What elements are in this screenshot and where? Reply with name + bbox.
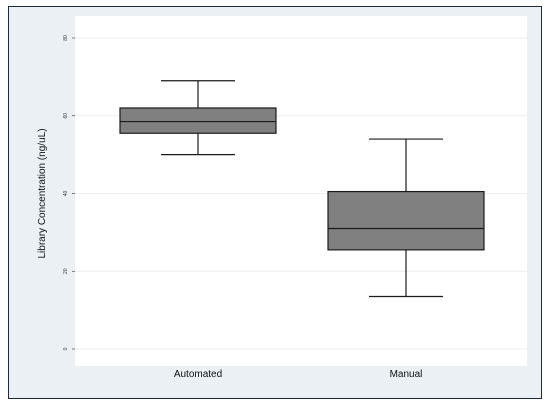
y-tick-label: 20 [63,268,69,274]
y-tick-label: 80 [63,35,69,41]
x-category-label: Manual [390,369,423,380]
y-axis-title: Library Concentration (ng/uL) [37,128,48,258]
y-tick-label: 40 [63,191,69,197]
x-category-label: Automated [174,369,222,380]
box-automated [119,80,277,156]
x-axis-labels: Automated Manual [174,369,423,380]
chart-frame: 0 20 40 60 80 Automated Manual Library Concen… [8,6,542,399]
iqr-box [119,107,277,134]
boxes [119,80,485,298]
y-tick-label: 60 [63,113,69,119]
box-manual [327,138,485,298]
box-plot-chart: 0 20 40 60 80 Automated Manual Library Concen… [37,16,527,380]
y-axis: 0 20 40 60 80 [63,35,75,350]
y-tick-label: 0 [63,347,69,350]
iqr-box [327,190,485,251]
